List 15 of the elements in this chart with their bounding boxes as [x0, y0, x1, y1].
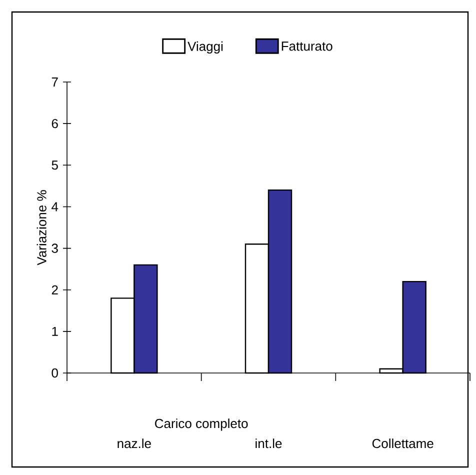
x-tick-label: Collettame: [372, 438, 434, 448]
y-tick-label: 7: [52, 78, 58, 86]
legend-label: Viaggi: [188, 41, 223, 54]
y-tick-label: 6: [52, 118, 58, 128]
y-tick-label: 5: [52, 160, 58, 170]
text: Carico completo: [155, 418, 248, 431]
y-tick-label: 2: [52, 285, 58, 294]
y-tick-label: 4: [52, 202, 58, 212]
legend-label: Fatturato: [282, 42, 332, 51]
y-tick-label: 0: [52, 368, 58, 378]
x-tick-label: naz.le: [118, 438, 151, 448]
y-tick-label: 3: [52, 244, 58, 253]
y-axis-title: Variazione %: [36, 190, 46, 266]
x-tick-label: int.le: [256, 438, 282, 448]
y-tick-label: 1: [52, 326, 58, 336]
